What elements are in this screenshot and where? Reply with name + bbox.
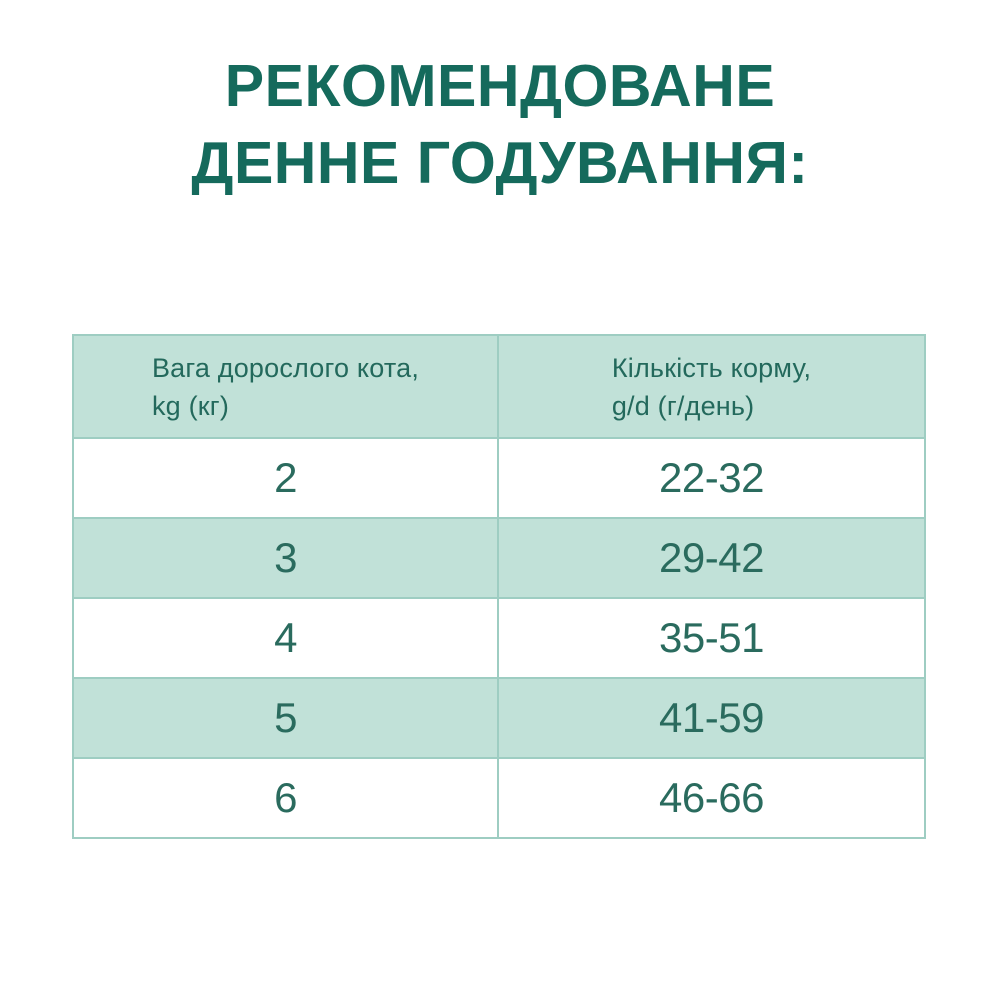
weight-cell: 3 bbox=[74, 519, 499, 597]
header-weight-line1: Вага дорослого кота, bbox=[151, 352, 420, 383]
table-row: 4 35-51 bbox=[74, 597, 924, 677]
amount-cell: 22-32 bbox=[659, 454, 764, 501]
amount-cell: 35-51 bbox=[659, 614, 764, 661]
title-line-1: РЕКОМЕНДОВАНЕ bbox=[224, 53, 776, 119]
table-row: 3 29-42 bbox=[74, 517, 924, 597]
title-line-2: ДЕННЕ ГОДУВАННЯ: bbox=[191, 130, 809, 196]
weight-cell: 2 bbox=[74, 439, 499, 517]
feeding-table: Вага дорослого кота, kg (кг) Кількість к… bbox=[72, 334, 926, 839]
header-weight-line2: kg (кг) bbox=[151, 390, 230, 421]
table-row: 2 22-32 bbox=[74, 437, 924, 517]
table-row: 6 46-66 bbox=[74, 757, 924, 837]
header-amount-text: Кількість корму, g/d (г/день) bbox=[612, 349, 811, 425]
header-cell-amount: Кількість корму, g/d (г/день) bbox=[499, 336, 924, 437]
amount-cell: 29-42 bbox=[659, 534, 764, 581]
amount-cell: 41-59 bbox=[659, 694, 764, 741]
header-weight-text: Вага дорослого кота, kg (кг) bbox=[152, 349, 419, 425]
table-row: 5 41-59 bbox=[74, 677, 924, 757]
amount-cell: 46-66 bbox=[659, 774, 764, 821]
weight-cell: 6 bbox=[74, 759, 499, 837]
page-title: РЕКОМЕНДОВАНЕ ДЕННЕ ГОДУВАННЯ: bbox=[0, 48, 1000, 202]
header-amount-line2: g/d (г/день) bbox=[611, 390, 755, 421]
header-amount-line1: Кількість корму, bbox=[611, 352, 812, 383]
weight-cell: 4 bbox=[74, 599, 499, 677]
header-cell-weight: Вага дорослого кота, kg (кг) bbox=[74, 336, 499, 437]
weight-cell: 5 bbox=[74, 679, 499, 757]
table-header-row: Вага дорослого кота, kg (кг) Кількість к… bbox=[74, 336, 924, 437]
